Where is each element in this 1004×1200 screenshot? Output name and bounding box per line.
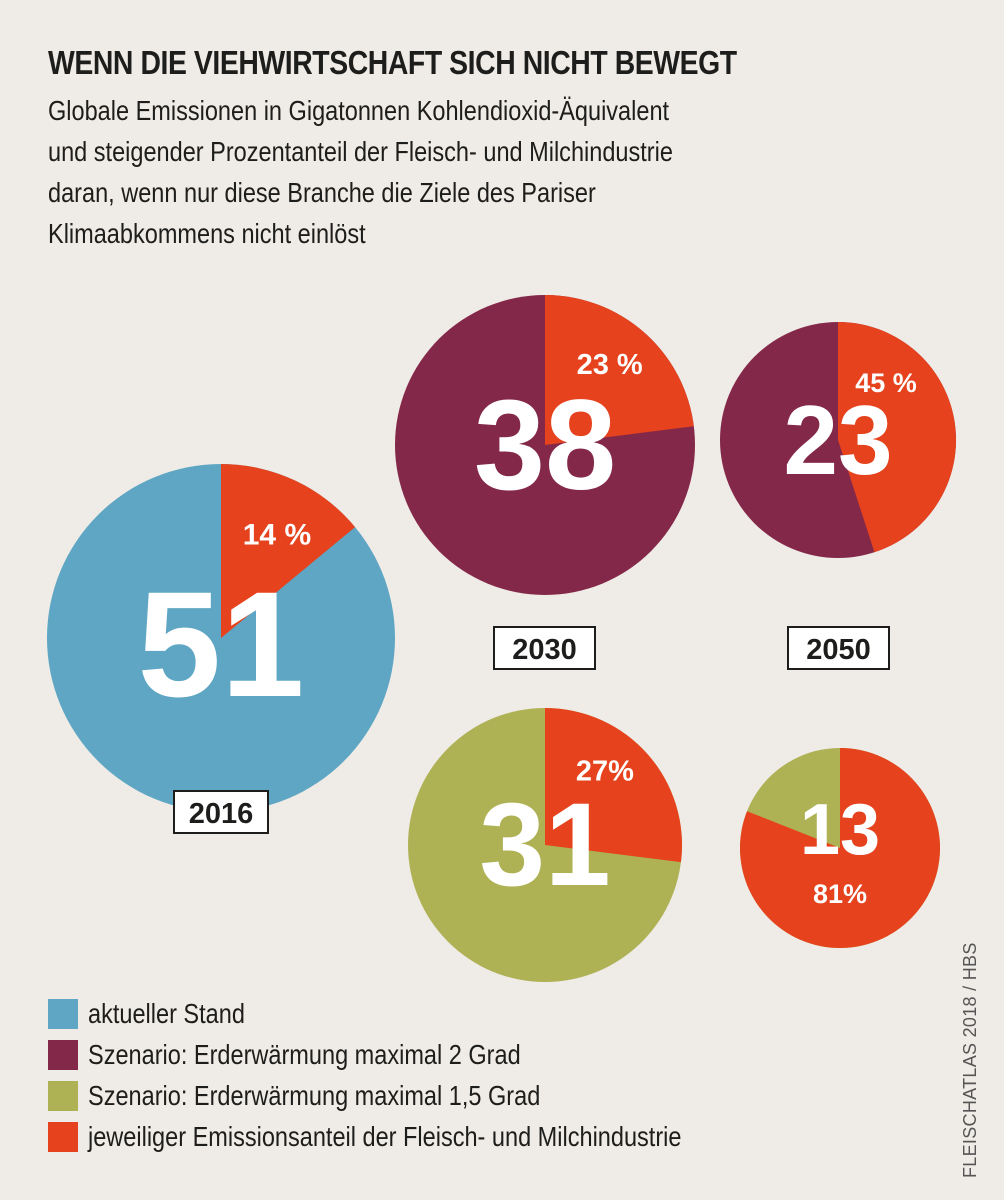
pie-total-label: 31: [479, 779, 610, 911]
subtitle-line: und steigender Prozentanteil der Fleisch…: [48, 136, 673, 167]
legend-label: Szenario: Erderwärmung maximal 1,5 Grad: [88, 1079, 541, 1111]
legend-swatch: [48, 998, 78, 1029]
pie-share-label: 23 %: [577, 349, 643, 381]
legend: aktueller Stand Szenario: Erderwärmung m…: [48, 993, 795, 1157]
year-label-2016: 2016: [173, 790, 269, 834]
pie-total-label: 38: [474, 374, 616, 517]
source-credit: FLEISCHATLAS 2018 / HBS: [960, 942, 980, 1178]
legend-swatch: [48, 1121, 78, 1152]
pie-share-slice: [221, 464, 356, 638]
legend-swatch: [48, 1039, 78, 1070]
pie-total-label: 51: [138, 560, 305, 728]
legend-item-meat-dairy: jeweiliger Emissionsanteil der Fleisch- …: [48, 1116, 795, 1157]
pie-share-slice: [545, 708, 682, 863]
pie-share-slice: [545, 295, 694, 445]
chart-subtitle: Globale Emissionen in Gigatonnen Kohlend…: [48, 90, 673, 254]
legend-item-scenario-1-5: Szenario: Erderwärmung maximal 1,5 Grad: [48, 1075, 795, 1116]
pie-share-label: 27%: [576, 755, 634, 787]
pie-total-label: 23: [783, 385, 892, 495]
subtitle-line: Globale Emissionen in Gigatonnen Kohlend…: [48, 95, 670, 126]
subtitle-line: daran, wenn nur diese Branche die Ziele …: [48, 177, 596, 208]
legend-item-current: aktueller Stand: [48, 993, 795, 1034]
year-label-2050: 2050: [787, 626, 890, 670]
legend-item-scenario-2: Szenario: Erderwärmung maximal 2 Grad: [48, 1034, 795, 1075]
pie-total-label: 13: [800, 790, 880, 870]
pie-share-label: 81%: [813, 879, 867, 909]
subtitle-line: Klimaabkommens nicht einlöst: [48, 218, 366, 249]
legend-label: Szenario: Erderwärmung maximal 2 Grad: [88, 1038, 521, 1070]
pie-share-label: 14 %: [243, 518, 311, 551]
pie-share-slice: [740, 748, 940, 948]
pie-share-label: 45 %: [855, 368, 917, 398]
legend-label: aktueller Stand: [88, 997, 245, 1029]
legend-label: jeweiliger Emissionsanteil der Fleisch- …: [88, 1120, 682, 1152]
pie-share-slice: [838, 322, 956, 553]
year-label-2030: 2030: [493, 626, 596, 670]
pie-2016: 51 14 %: [47, 464, 395, 812]
chart-title: WENN DIE VIEHWIRTSCHAFT SICH NICHT BEWEG…: [48, 44, 737, 81]
legend-swatch: [48, 1080, 78, 1111]
